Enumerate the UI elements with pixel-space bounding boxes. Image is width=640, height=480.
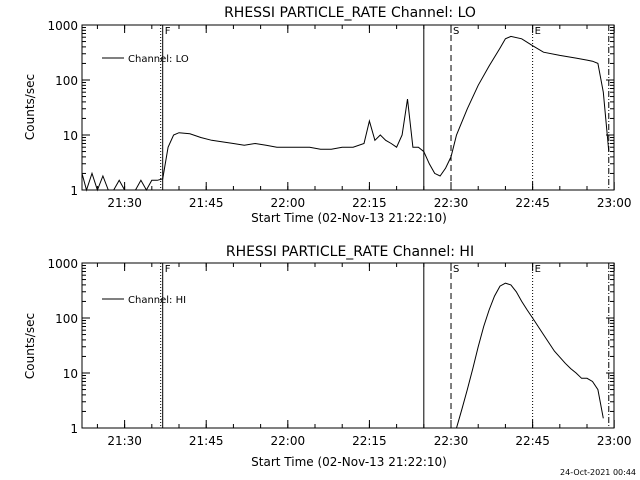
- x-tick-label: 21:45: [189, 196, 224, 210]
- x-tick-label: 22:00: [271, 434, 306, 448]
- marker-label: F: [165, 264, 171, 275]
- y-tick-label: 100: [55, 312, 78, 326]
- x-tick-label: 22:30: [434, 434, 469, 448]
- x-axis-label-hi: Start Time (02-Nov-13 21:22:10): [251, 455, 447, 469]
- marker-label: F: [165, 26, 171, 37]
- chart-title-lo: RHESSI PARTICLE_RATE Channel: LO: [224, 5, 476, 21]
- marker-label: S: [453, 264, 459, 275]
- series-line-hi: [456, 282, 604, 429]
- x-axis-label-lo: Start Time (02-Nov-13 21:22:10): [251, 211, 447, 225]
- panel-hi: RHESSI PARTICLE_RATE Channel: HI Start T…: [23, 244, 632, 469]
- x-tick-label: 21:30: [107, 196, 142, 210]
- y-tick-label: 100: [55, 74, 78, 88]
- x-tick-label: 22:30: [434, 196, 469, 210]
- x-tick-label: 22:15: [352, 196, 387, 210]
- plot-frame-hi: [81, 262, 615, 429]
- legend-label-hi: Channel: HI: [128, 295, 186, 306]
- plot-frame-lo: [81, 24, 615, 191]
- chart-title-hi: RHESSI PARTICLE_RATE Channel: HI: [226, 244, 474, 260]
- footer-timestamp: 24-Oct-2021 00:44: [560, 468, 636, 477]
- legend-label-lo: Channel: LO: [128, 54, 189, 65]
- series-line-lo: [81, 35, 610, 192]
- x-tick-label: 22:45: [515, 196, 550, 210]
- x-tick-label: 23:00: [597, 434, 632, 448]
- y-tick-label: 1000: [47, 19, 78, 33]
- marker-label: E: [535, 26, 541, 37]
- marker-label: E: [535, 264, 541, 275]
- axis-ticks-lo: 1 10 100 1000 21:30 21:45 22:00 22:15 22:30 22:45…: [47, 19, 631, 210]
- x-tick-label: 23:00: [597, 196, 632, 210]
- panel-lo: RHESSI PARTICLE_RATE Channel: LO Start T…: [23, 5, 632, 225]
- y-tick-label: 1: [70, 184, 78, 198]
- x-tick-label: 22:15: [352, 434, 387, 448]
- y-tick-label: 1: [70, 422, 78, 436]
- x-tick-label: 22:45: [515, 434, 550, 448]
- y-tick-label: 1000: [47, 257, 78, 271]
- x-tick-label: 22:00: [271, 196, 306, 210]
- axis-ticks-hi: 1 10 100 1000 21:30 21:45 22:00 22:15 22:30 22:45…: [47, 257, 631, 448]
- x-tick-label: 21:30: [107, 434, 142, 448]
- y-axis-label-hi: Counts/sec: [23, 313, 37, 379]
- x-tick-label: 21:45: [189, 434, 224, 448]
- y-tick-label: 10: [63, 129, 78, 143]
- marker-label: S: [453, 26, 459, 37]
- y-axis-label-lo: Counts/sec: [23, 74, 37, 140]
- y-tick-label: 10: [63, 367, 78, 381]
